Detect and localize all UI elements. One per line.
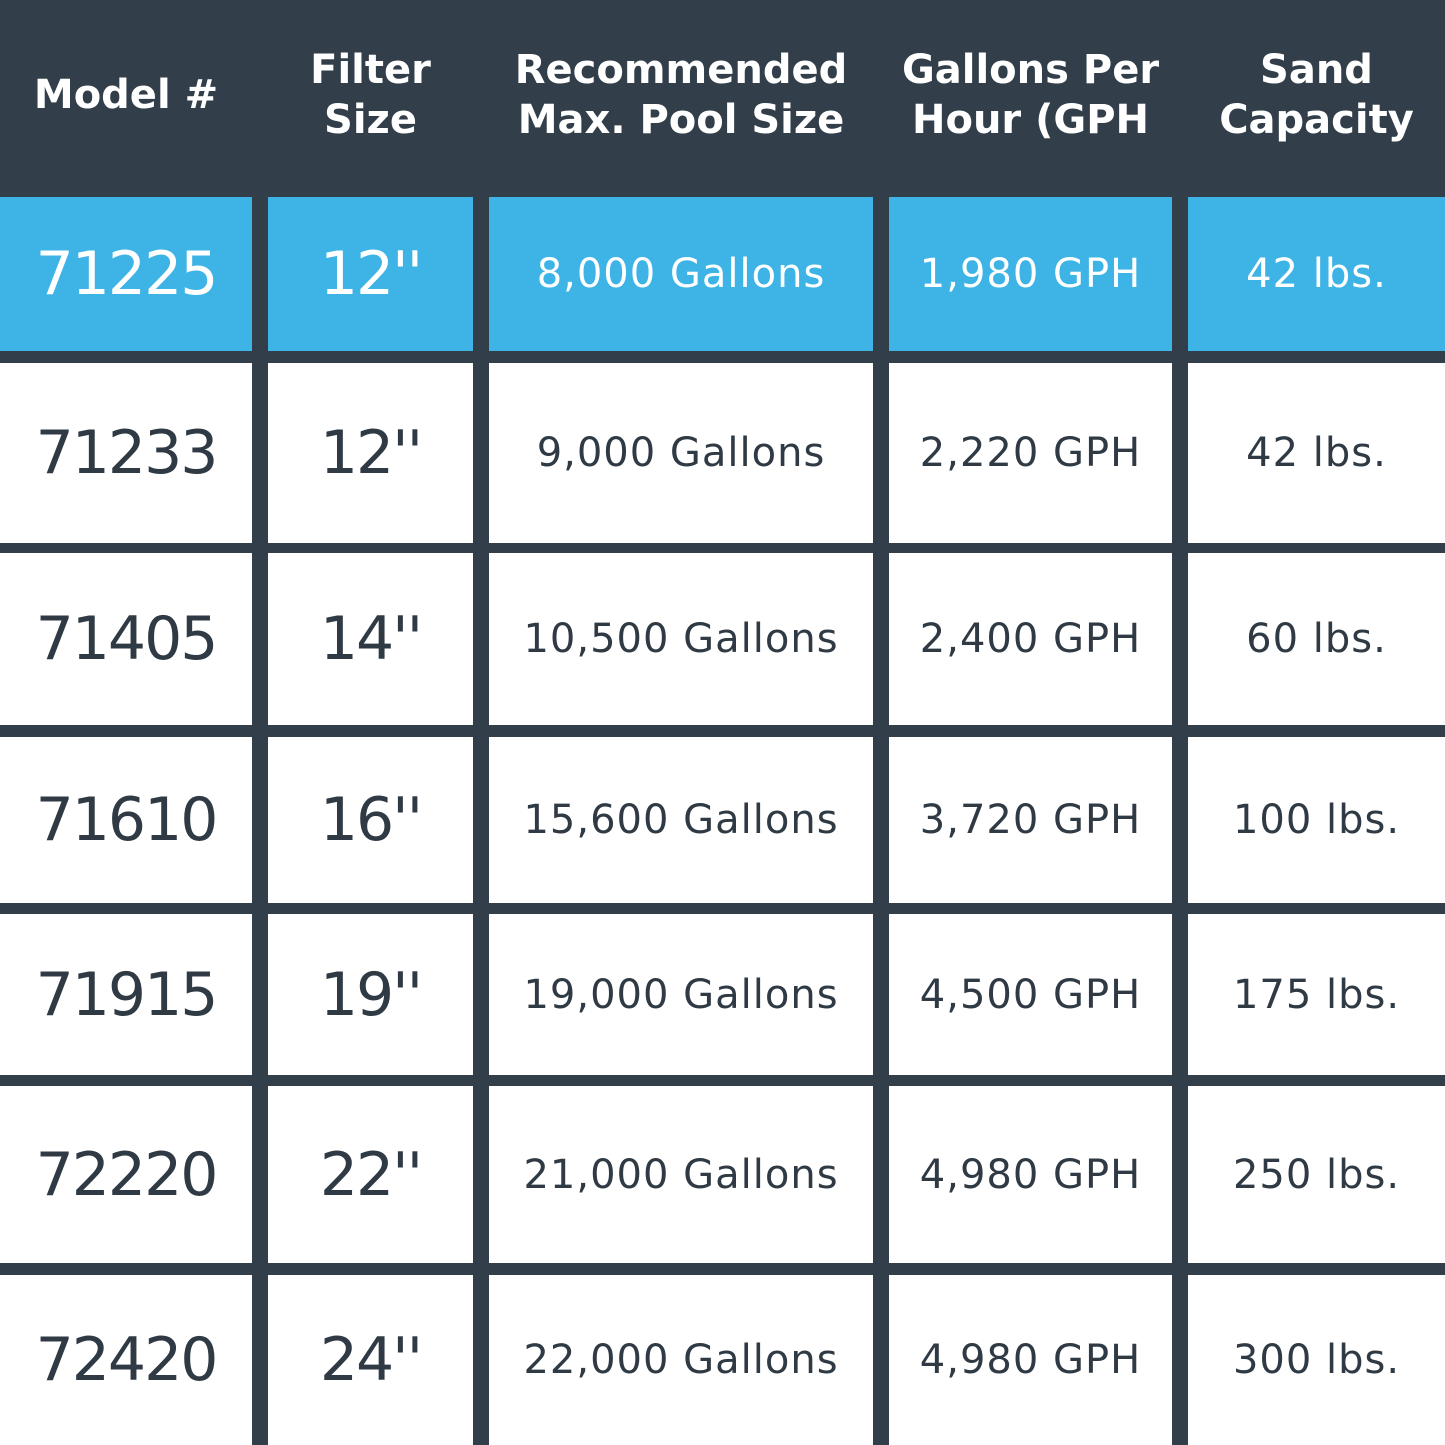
table-cell: 1,980 GPH bbox=[889, 197, 1172, 351]
header-text: Recommended bbox=[514, 47, 848, 93]
table-cell: 4,500 GPH bbox=[889, 914, 1172, 1075]
table-cell: 250 lbs. bbox=[1188, 1086, 1445, 1263]
header-text: Size bbox=[324, 97, 417, 143]
table-cell: 2,220 GPH bbox=[889, 363, 1172, 543]
table-cell: 100 lbs. bbox=[1188, 737, 1445, 903]
header-text: Gallons Per bbox=[901, 47, 1160, 93]
table-cell: 72220 bbox=[0, 1086, 252, 1263]
header-text: Max. Pool Size bbox=[517, 97, 845, 143]
table-cell: 72420 bbox=[0, 1275, 252, 1445]
table-cell: 10,500 Gallons bbox=[489, 553, 873, 725]
table-cell: 3,720 GPH bbox=[889, 737, 1172, 903]
table-cell: 42 lbs. bbox=[1188, 363, 1445, 543]
table-cell: 12'' bbox=[268, 363, 473, 543]
header-text: Capacity bbox=[1219, 97, 1414, 143]
header-text: Sand bbox=[1260, 47, 1373, 93]
table-cell: 71915 bbox=[0, 914, 252, 1075]
header-cell: Sand Capacity bbox=[1188, 0, 1445, 190]
table-cell: 19'' bbox=[268, 914, 473, 1075]
table-cell: 14'' bbox=[268, 553, 473, 725]
table-cell: 71405 bbox=[0, 553, 252, 725]
table-cell: 21,000 Gallons bbox=[489, 1086, 873, 1263]
table-cell: 19,000 Gallons bbox=[489, 914, 873, 1075]
header-text: Model # bbox=[33, 72, 219, 118]
table-cell: 300 lbs. bbox=[1188, 1275, 1445, 1445]
header-cell: Gallons Per Hour (GPH bbox=[889, 0, 1172, 190]
header-text: Hour (GPH bbox=[912, 97, 1149, 143]
table-cell: 60 lbs. bbox=[1188, 553, 1445, 725]
header-cell: Model # bbox=[0, 0, 252, 190]
table-cell: 42 lbs. bbox=[1188, 197, 1445, 351]
table-cell: 4,980 GPH bbox=[889, 1086, 1172, 1263]
table-cell: 16'' bbox=[268, 737, 473, 903]
table-cell: 4,980 GPH bbox=[889, 1275, 1172, 1445]
table-cell: 8,000 Gallons bbox=[489, 197, 873, 351]
table-cell: 12'' bbox=[268, 197, 473, 351]
table-cell: 9,000 Gallons bbox=[489, 363, 873, 543]
table-cell: 2,400 GPH bbox=[889, 553, 1172, 725]
header-text: Filter bbox=[310, 47, 431, 93]
table-cell: 175 lbs. bbox=[1188, 914, 1445, 1075]
table-cell: 71233 bbox=[0, 363, 252, 543]
table-cell: 24'' bbox=[268, 1275, 473, 1445]
table-cell: 22,000 Gallons bbox=[489, 1275, 873, 1445]
table-cell: 15,600 Gallons bbox=[489, 737, 873, 903]
table-cell: 22'' bbox=[268, 1086, 473, 1263]
table-cell: 71225 bbox=[0, 197, 252, 351]
table-cell: 71610 bbox=[0, 737, 252, 903]
header-cell: Filter Size bbox=[268, 0, 473, 190]
header-cell: Recommended Max. Pool Size bbox=[489, 0, 873, 190]
